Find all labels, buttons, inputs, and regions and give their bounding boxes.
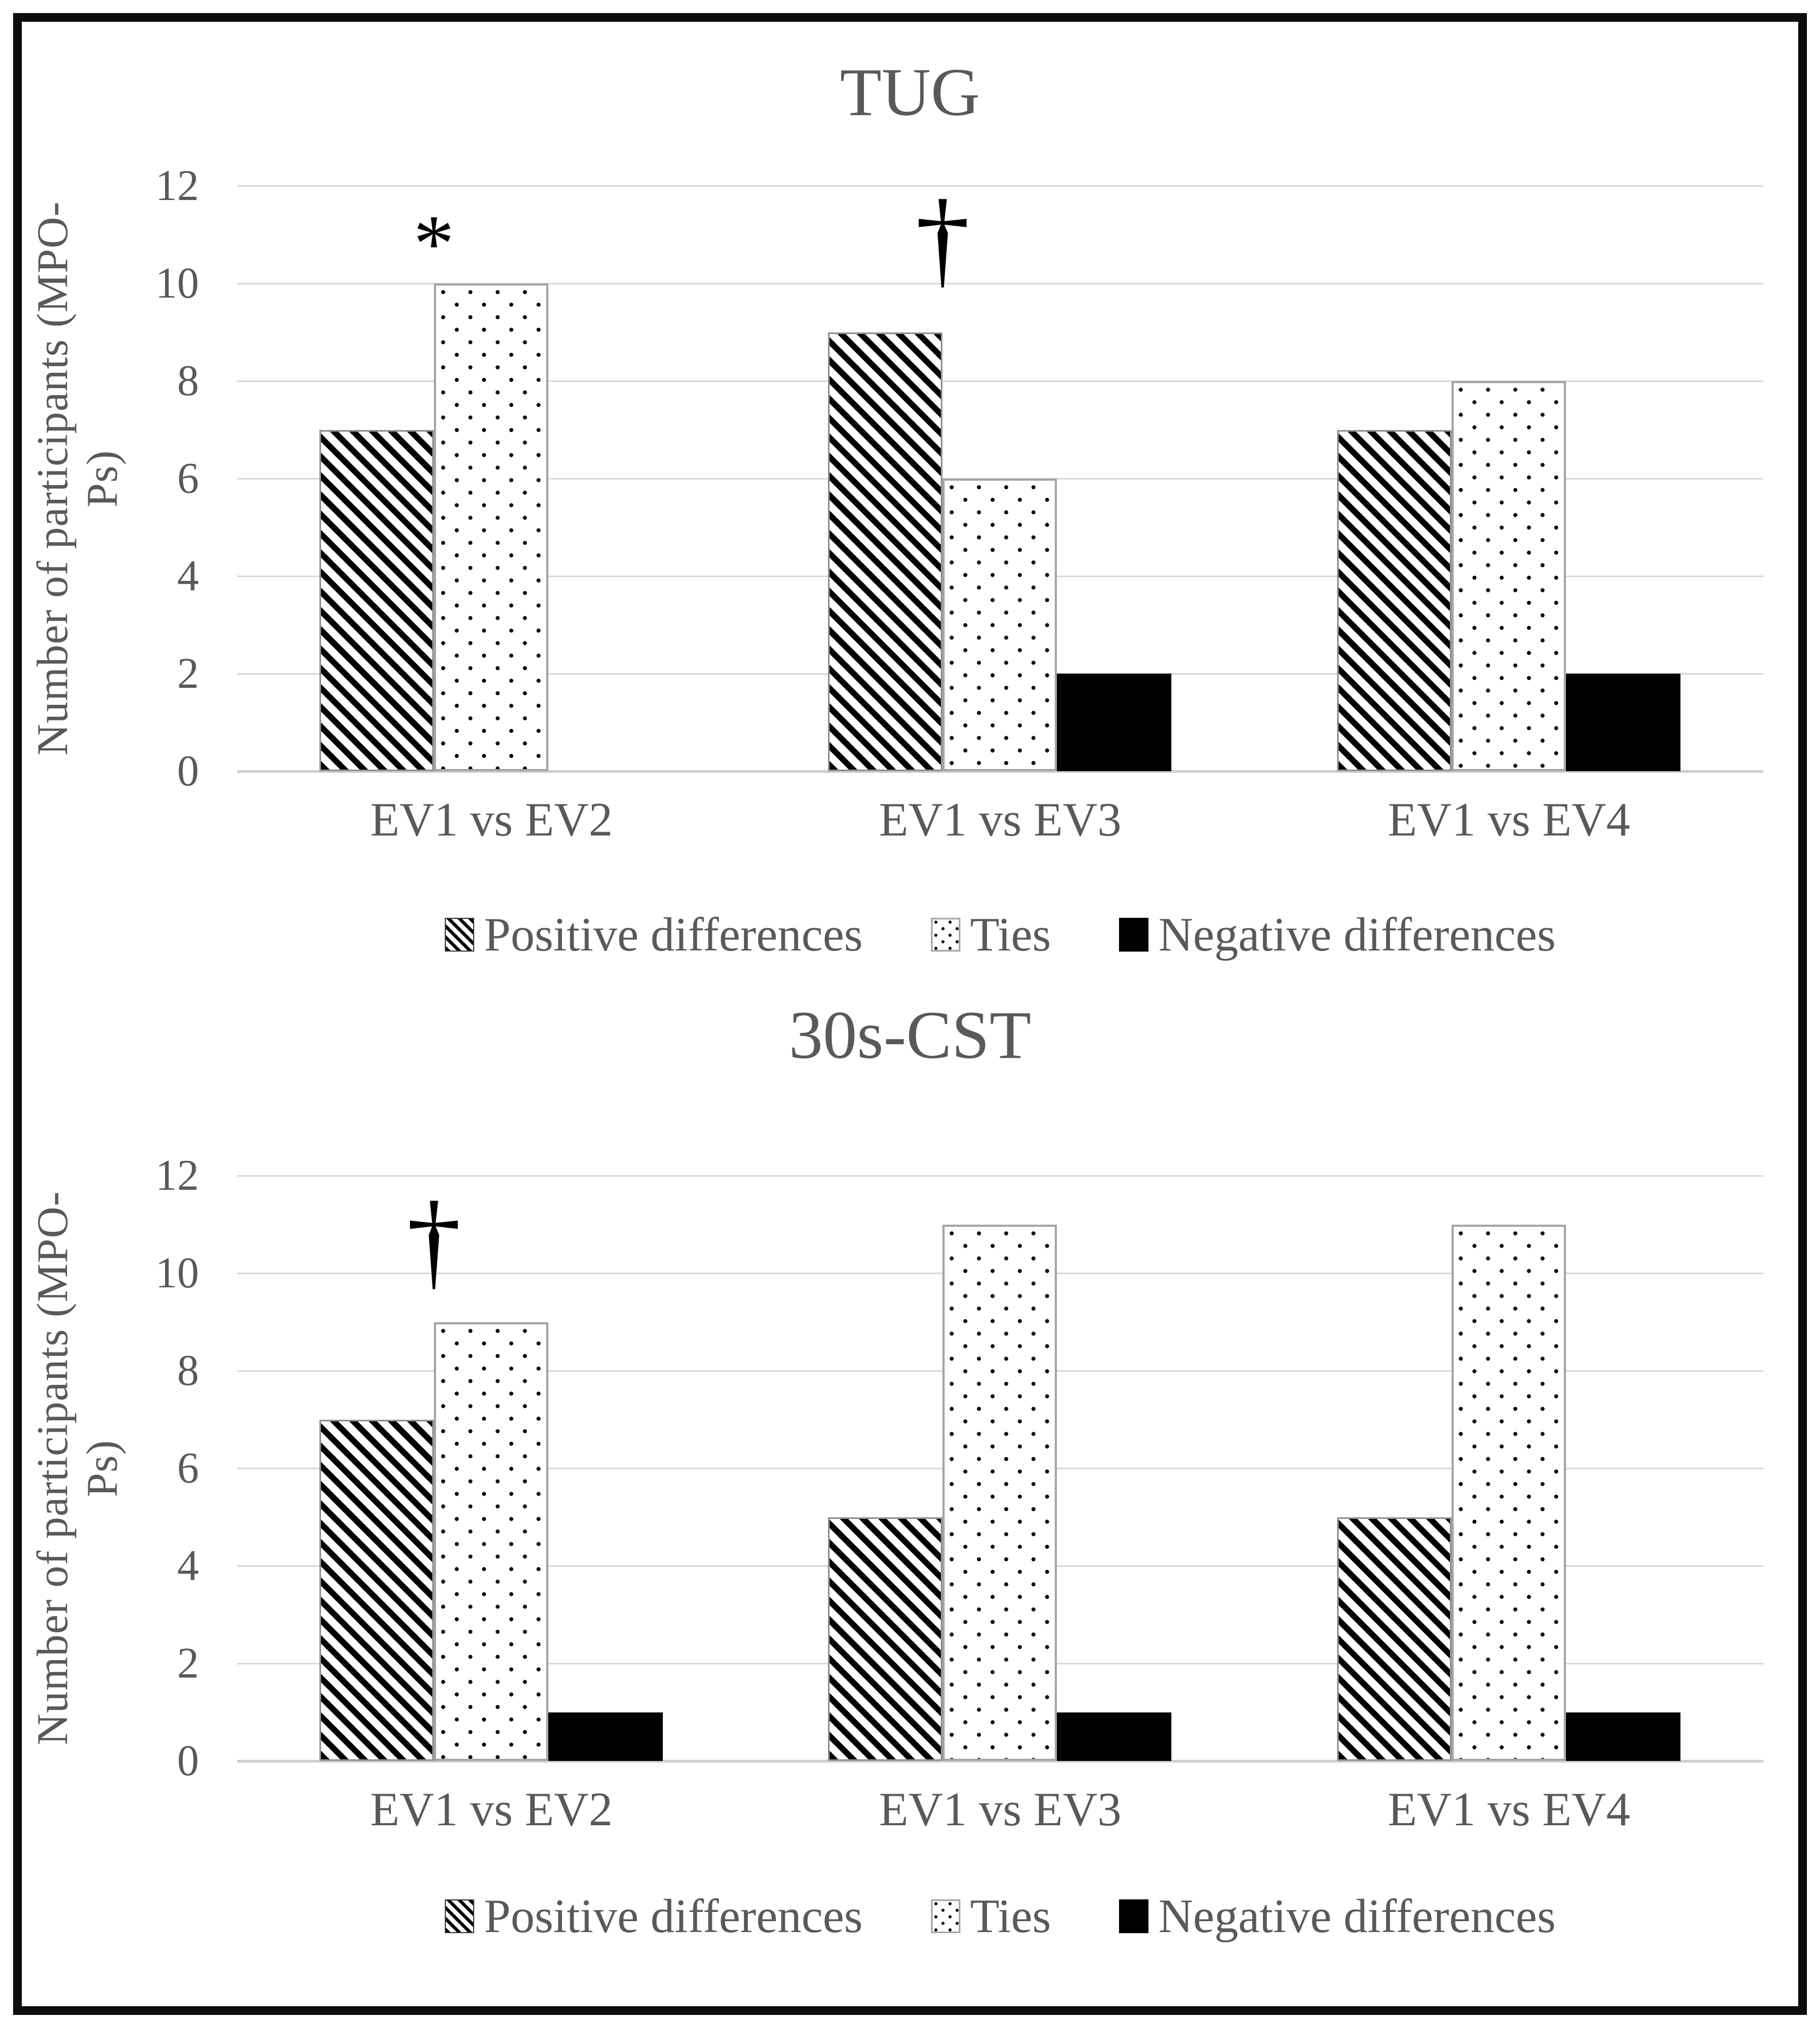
- bar-ties-ev1-vs-ev2: [434, 1322, 548, 1761]
- gridline-y-12: [237, 1175, 1763, 1177]
- figure-border-frame: [13, 13, 1807, 2015]
- plot-area-tug: [237, 185, 1763, 773]
- bar-positive-differences-ev1-vs-ev2: [319, 1419, 434, 1761]
- bar-positive-differences-ev1-vs-ev3: [828, 1517, 943, 1761]
- legend-label-ties: Ties: [970, 1890, 1051, 1943]
- bar-negative-differences-ev1-vs-ev2: [548, 1712, 663, 1761]
- bar-ties-ev1-vs-ev4: [1451, 381, 1566, 771]
- legend-swatch-negative-differences-icon: [1119, 1899, 1149, 1933]
- bar-ties-ev1-vs-ev4: [1451, 1224, 1566, 1761]
- legend-swatch-positive-differences-icon: [444, 1899, 474, 1933]
- gridline-y-0: [237, 770, 1763, 773]
- legend-item-positive-differences: Positive differences: [444, 907, 863, 962]
- x-category-label-ev1-vs-ev2: EV1 vs EV2: [370, 794, 613, 846]
- bar-positive-differences-ev1-vs-ev3: [828, 332, 943, 771]
- legend-label-negative-differences: Negative differences: [1158, 1890, 1556, 1943]
- significance-dagger: †: [915, 178, 970, 299]
- bar-ties-ev1-vs-ev3: [942, 1224, 1057, 1761]
- bar-negative-differences-ev1-vs-ev3: [1057, 1712, 1172, 1761]
- significance-dagger: †: [407, 1180, 461, 1301]
- x-category-label-ev1-vs-ev3: EV1 vs EV3: [879, 1783, 1122, 1836]
- y-axis-tick-label: 2: [177, 650, 199, 698]
- y-axis-tick-label: 12: [155, 1152, 199, 1200]
- y-axis-tick-label: 8: [177, 357, 199, 405]
- legend-30s-cst: Positive differences Ties Negative differe…: [237, 1884, 1763, 1949]
- bar-negative-differences-ev1-vs-ev3: [1057, 674, 1172, 771]
- x-category-label-ev1-vs-ev4: EV1 vs EV4: [1387, 794, 1630, 846]
- y-axis-tick-label: 8: [177, 1347, 199, 1395]
- y-axis-tick-label: 6: [177, 455, 199, 503]
- y-axis-tick-label: 0: [177, 747, 199, 795]
- y-axis-tick-label: 4: [177, 1542, 199, 1590]
- plot-area-30s-cst: [237, 1175, 1763, 1763]
- legend-item-negative-differences: Negative differences: [1119, 907, 1556, 962]
- legend-item-negative-differences: Negative differences: [1119, 1889, 1556, 1944]
- bar-positive-differences-ev1-vs-ev2: [319, 429, 434, 771]
- y-axis-tick-label: 0: [177, 1737, 199, 1785]
- legend-tug: Positive differences Ties Negative differe…: [237, 902, 1763, 967]
- legend-label-positive-differences: Positive differences: [483, 1890, 863, 1943]
- bar-positive-differences-ev1-vs-ev4: [1337, 429, 1452, 771]
- bar-ties-ev1-vs-ev3: [942, 479, 1057, 771]
- legend-label-negative-differences: Negative differences: [1158, 908, 1556, 961]
- bar-ties-ev1-vs-ev2: [434, 283, 548, 771]
- y-axis-tick-label: 12: [155, 162, 199, 210]
- gridline-y-10: [237, 283, 1763, 284]
- gridline-y-0: [237, 1760, 1763, 1763]
- x-category-label-ev1-vs-ev4: EV1 vs EV4: [1387, 1783, 1630, 1836]
- significance-asterisk: *: [413, 198, 455, 289]
- bar-negative-differences-ev1-vs-ev4: [1565, 674, 1680, 771]
- legend-item-positive-differences: Positive differences: [444, 1889, 863, 1944]
- legend-swatch-ties-icon: [930, 918, 960, 952]
- legend-swatch-negative-differences-icon: [1119, 918, 1149, 952]
- legend-swatch-positive-differences-icon: [444, 918, 474, 952]
- legend-label-ties: Ties: [970, 908, 1051, 961]
- x-category-label-ev1-vs-ev2: EV1 vs EV2: [370, 1783, 613, 1836]
- legend-swatch-ties-icon: [930, 1899, 960, 1933]
- bar-negative-differences-ev1-vs-ev4: [1565, 1712, 1680, 1761]
- x-category-label-ev1-vs-ev3: EV1 vs EV3: [879, 794, 1122, 846]
- y-axis-tick-label: 10: [155, 259, 199, 307]
- chart-title-30s-cst: 30s-CST: [789, 998, 1031, 1073]
- y-axis-tick-label: 4: [177, 552, 199, 600]
- y-axis-tick-label: 6: [177, 1444, 199, 1492]
- bar-positive-differences-ev1-vs-ev4: [1337, 1517, 1452, 1761]
- y-axis-tick-label: 10: [155, 1249, 199, 1297]
- gridline-y-12: [237, 185, 1763, 187]
- legend-item-ties: Ties: [930, 1889, 1051, 1944]
- legend-item-ties: Ties: [930, 907, 1051, 962]
- legend-label-positive-differences: Positive differences: [483, 908, 863, 961]
- y-axis-tick-label: 2: [177, 1639, 199, 1687]
- gridline-y-8: [237, 380, 1763, 382]
- chart-title-tug: TUG: [840, 55, 980, 130]
